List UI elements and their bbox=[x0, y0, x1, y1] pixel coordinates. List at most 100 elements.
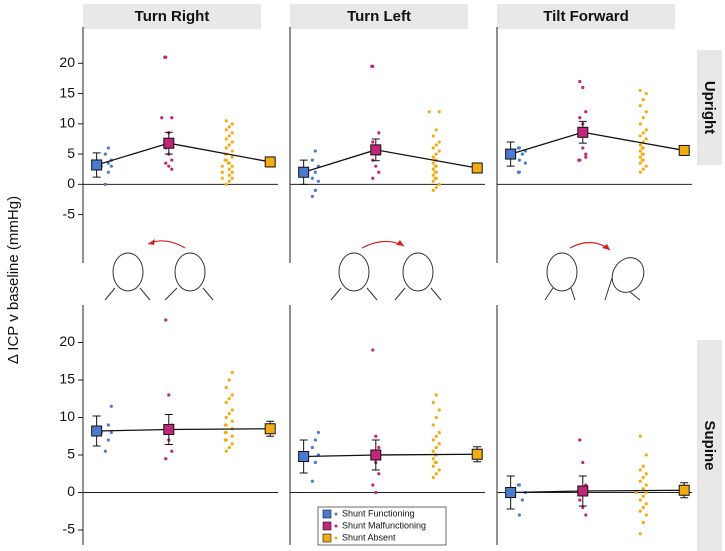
data-point bbox=[516, 170, 520, 174]
legend-dot bbox=[334, 536, 338, 540]
data-point bbox=[517, 513, 521, 517]
data-point bbox=[220, 170, 224, 174]
data-point bbox=[227, 445, 231, 450]
data-point bbox=[431, 161, 435, 165]
data-point bbox=[641, 116, 645, 120]
data-point bbox=[638, 170, 642, 174]
data-point bbox=[431, 438, 435, 442]
data-point bbox=[230, 149, 234, 153]
data-point bbox=[226, 161, 230, 165]
y-axis-label: Δ ICP v baseline (mmHg) bbox=[5, 196, 22, 364]
data-point bbox=[313, 188, 317, 192]
data-point bbox=[310, 194, 314, 199]
data-point bbox=[106, 423, 110, 427]
data-point bbox=[230, 408, 234, 412]
data-point bbox=[316, 430, 320, 435]
data-point bbox=[578, 79, 582, 84]
mean-marker bbox=[298, 451, 310, 462]
data-point bbox=[641, 494, 645, 498]
data-point bbox=[223, 430, 227, 435]
data-point bbox=[227, 173, 231, 177]
mean-marker bbox=[505, 148, 517, 160]
data-point bbox=[377, 445, 381, 450]
mean-marker bbox=[678, 144, 690, 156]
data-point bbox=[431, 449, 435, 453]
data-point bbox=[227, 412, 231, 416]
data-point bbox=[170, 116, 174, 120]
data-point bbox=[371, 158, 375, 162]
data-point bbox=[431, 134, 435, 138]
data-point bbox=[520, 498, 524, 502]
mean-marker bbox=[370, 449, 382, 461]
data-point bbox=[230, 393, 234, 397]
data-point bbox=[437, 468, 441, 472]
mean-marker bbox=[505, 487, 517, 498]
mean-line bbox=[303, 149, 478, 173]
y-tick-label: 5 bbox=[67, 446, 75, 462]
data-point bbox=[431, 155, 435, 159]
data-point bbox=[578, 116, 582, 120]
data-point bbox=[644, 110, 648, 114]
data-point bbox=[371, 483, 375, 487]
data-point bbox=[103, 152, 107, 156]
column-header: Turn Right bbox=[135, 8, 210, 25]
data-point bbox=[434, 152, 438, 156]
data-point bbox=[638, 143, 642, 147]
data-point bbox=[644, 483, 648, 487]
data-point bbox=[224, 137, 228, 141]
data-point bbox=[644, 502, 648, 506]
legend-label: Shunt Malfunctioning bbox=[342, 520, 426, 530]
y-tick-label: 15 bbox=[59, 371, 75, 387]
mean-marker bbox=[678, 484, 690, 496]
data-point bbox=[313, 170, 317, 174]
data-point bbox=[433, 170, 437, 174]
data-point bbox=[227, 143, 231, 147]
data-point bbox=[577, 158, 581, 162]
data-point bbox=[223, 158, 227, 162]
mean-marker bbox=[577, 126, 589, 138]
data-point bbox=[638, 468, 642, 472]
mean-marker bbox=[577, 485, 589, 497]
mean-marker bbox=[370, 144, 382, 156]
data-point bbox=[230, 155, 234, 159]
column-header: Turn Left bbox=[347, 8, 411, 25]
data-point bbox=[230, 419, 234, 423]
data-point bbox=[638, 532, 642, 536]
data-point bbox=[584, 152, 588, 156]
data-point bbox=[427, 110, 431, 114]
data-point bbox=[164, 457, 168, 461]
data-point bbox=[638, 155, 642, 159]
mean-marker bbox=[163, 137, 175, 149]
data-point bbox=[516, 483, 520, 487]
y-tick-label: 0 bbox=[67, 175, 75, 191]
data-point bbox=[230, 442, 234, 446]
y-tick-label: -5 bbox=[63, 521, 76, 537]
column-header: Tilt Forward bbox=[543, 8, 629, 25]
data-point bbox=[644, 128, 648, 132]
y-tick-label: 5 bbox=[67, 145, 75, 161]
data-point bbox=[160, 116, 164, 120]
data-point bbox=[581, 85, 585, 90]
y-tick-label: 20 bbox=[59, 333, 75, 349]
data-point bbox=[641, 487, 645, 491]
data-point bbox=[644, 137, 648, 141]
data-point bbox=[374, 434, 378, 438]
data-point bbox=[167, 164, 171, 168]
data-point bbox=[644, 453, 648, 457]
data-point bbox=[638, 88, 642, 93]
data-point bbox=[227, 397, 231, 401]
data-point bbox=[640, 152, 644, 156]
data-point bbox=[640, 146, 644, 150]
data-point bbox=[310, 479, 314, 483]
data-point bbox=[638, 434, 642, 438]
data-point bbox=[434, 393, 438, 397]
mean-line bbox=[510, 131, 685, 155]
data-point bbox=[434, 434, 438, 438]
mean-marker bbox=[471, 162, 483, 174]
data-point bbox=[640, 158, 644, 162]
mean-marker bbox=[163, 424, 175, 435]
data-point bbox=[230, 122, 234, 126]
data-point bbox=[431, 400, 435, 405]
data-point bbox=[517, 158, 521, 162]
data-point bbox=[433, 164, 437, 168]
